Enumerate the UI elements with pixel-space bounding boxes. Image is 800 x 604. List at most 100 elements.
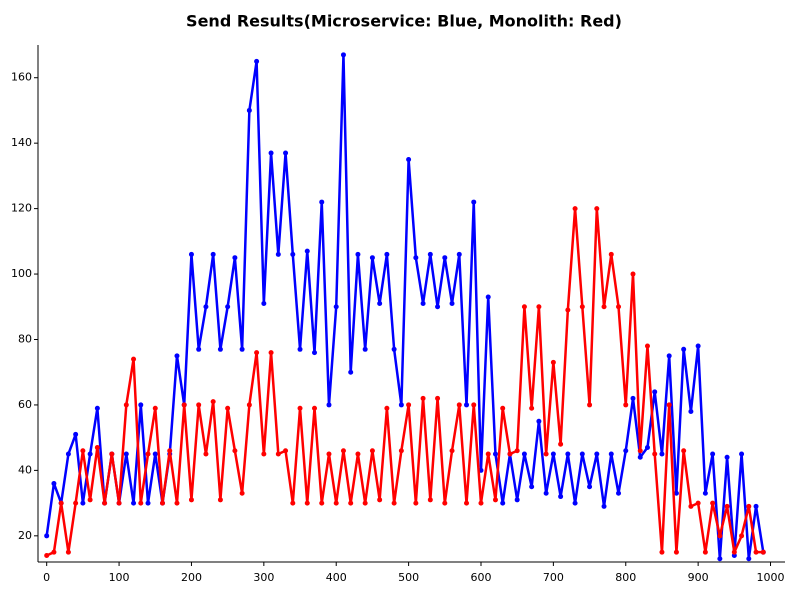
point	[435, 304, 441, 310]
point	[695, 343, 701, 349]
point	[442, 500, 448, 506]
point	[290, 500, 296, 506]
point	[340, 52, 346, 58]
point	[710, 500, 716, 506]
point	[326, 402, 332, 408]
point	[210, 399, 216, 405]
point	[456, 251, 462, 257]
point	[558, 494, 564, 500]
point	[268, 150, 274, 156]
x-tick-label: 0	[43, 571, 50, 584]
point	[326, 451, 332, 457]
point	[681, 448, 687, 454]
point	[608, 451, 614, 457]
point	[601, 503, 607, 509]
y-tick-label: 140	[11, 136, 32, 149]
point	[514, 448, 520, 454]
x-tick-label: 500	[398, 571, 419, 584]
x-tick-label: 300	[253, 571, 274, 584]
point	[587, 484, 593, 490]
x-tick-label: 400	[326, 571, 347, 584]
point	[87, 451, 93, 457]
point	[160, 500, 165, 506]
point	[760, 549, 766, 555]
point	[673, 490, 679, 496]
point	[275, 251, 281, 257]
point	[138, 402, 144, 408]
point	[297, 405, 303, 411]
point	[659, 451, 665, 457]
point	[710, 451, 716, 457]
point	[44, 552, 50, 558]
point	[746, 503, 752, 509]
point	[492, 497, 498, 503]
point	[594, 451, 600, 457]
point	[406, 402, 412, 408]
point	[536, 304, 542, 310]
point	[145, 451, 151, 457]
point	[283, 448, 289, 454]
point	[717, 556, 723, 562]
point	[73, 500, 79, 506]
y-tick-label: 40	[18, 463, 32, 476]
point	[319, 500, 325, 506]
point	[739, 451, 745, 457]
point	[471, 402, 477, 408]
point	[51, 549, 57, 555]
point	[391, 500, 397, 506]
point	[102, 500, 108, 506]
y-tick-label: 20	[18, 529, 32, 542]
point	[304, 248, 310, 254]
point	[225, 405, 231, 411]
point	[673, 549, 679, 555]
point	[73, 431, 79, 437]
point	[608, 251, 614, 257]
point	[688, 503, 694, 509]
point	[391, 346, 397, 352]
point	[637, 448, 643, 454]
point	[254, 350, 260, 356]
point	[398, 448, 404, 454]
point	[333, 500, 339, 506]
point	[225, 304, 231, 310]
point	[377, 497, 383, 503]
point	[688, 408, 694, 414]
point	[630, 271, 636, 277]
point	[181, 402, 187, 408]
point	[681, 346, 687, 352]
point	[239, 490, 245, 496]
point	[587, 402, 593, 408]
point	[123, 402, 129, 408]
point	[413, 255, 419, 261]
point	[58, 500, 64, 506]
point	[355, 451, 361, 457]
point	[702, 549, 708, 555]
point	[210, 251, 216, 257]
point	[630, 395, 636, 401]
point	[565, 451, 571, 457]
point	[529, 405, 535, 411]
point	[116, 500, 122, 506]
point	[529, 484, 535, 490]
point	[623, 402, 629, 408]
point	[644, 444, 650, 450]
point	[232, 255, 238, 261]
series-line	[46, 207, 764, 557]
point	[174, 500, 180, 506]
point	[131, 356, 137, 362]
point	[536, 418, 542, 424]
point	[188, 251, 194, 257]
point	[652, 451, 658, 457]
point	[514, 497, 520, 503]
point	[246, 402, 252, 408]
x-tick-label: 800	[615, 571, 636, 584]
x-tick-label: 900	[688, 571, 709, 584]
chart-title: Send Results(Microservice: Blue, Monolit…	[186, 12, 622, 31]
y-tick-label: 60	[18, 398, 32, 411]
point	[109, 451, 115, 457]
point	[724, 454, 730, 460]
y-tick-label: 120	[11, 202, 32, 215]
point	[217, 497, 223, 503]
point	[312, 350, 318, 356]
